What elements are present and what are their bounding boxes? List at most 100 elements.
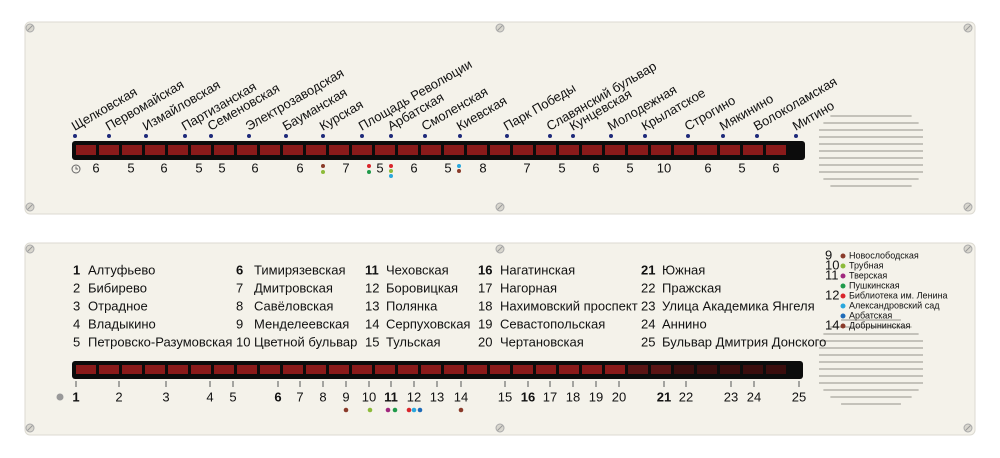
station-name: Нагатинская [500,262,575,277]
led-segment [559,365,579,374]
station-number: 16 [478,262,492,277]
scale-label: 15 [498,389,512,404]
scale-label: 25 [792,389,806,404]
station-name: Нахимовский проспект [500,298,638,313]
station-dot [321,134,325,138]
legend-number: 12 [825,287,839,302]
scale-label: 24 [747,389,761,404]
scale-label: 3 [162,389,169,404]
scale-label: 17 [543,389,557,404]
station-name: Нагорная [500,280,557,295]
travel-time: 6 [92,160,99,175]
led-segment [145,145,165,155]
led-segment [329,365,349,374]
legend-name: Новослободская [849,250,919,260]
legend-name: Пушкинская [849,280,900,290]
transfer-dot [457,164,461,168]
station-name: Полянка [386,298,438,313]
led-segment [651,145,671,155]
station-name: Дмитровская [254,280,333,295]
led-segment [605,145,625,155]
station-dot [247,134,251,138]
led-segment [674,145,694,155]
led-segment [99,145,119,155]
led-segment [490,365,510,374]
transfer-dot [389,174,393,178]
led-segment [375,365,395,374]
scale-label: 20 [612,389,626,404]
station-dot [423,134,427,138]
led-segment [260,365,280,374]
transfer-dot [417,407,423,413]
station-dot [505,134,509,138]
led-segment [490,145,510,155]
led-segment [628,365,648,374]
legend-dot [840,313,846,319]
scale-label: 1 [72,389,79,404]
screw-slot [965,246,971,252]
led-segment [421,145,441,155]
station-number: 17 [478,280,492,295]
led-segment [214,365,234,374]
led-segment [306,145,326,155]
scale-label: 12 [407,389,421,404]
travel-time: 8 [479,160,486,175]
led-segment [536,145,556,155]
screw-slot [497,246,503,252]
led-segment [168,365,188,374]
legend-dot [840,293,846,299]
scale-label: 7 [296,389,303,404]
led-segment [122,365,142,374]
led-segment [122,145,142,155]
transfer-dot [389,164,393,168]
led-segment [467,145,487,155]
station-dot [389,134,393,138]
station-number: 13 [365,298,379,313]
transfer-dot [389,169,393,173]
travel-time: 5 [558,160,565,175]
legend-dot [840,323,846,329]
station-name: Владыкино [88,316,156,331]
station-dot [360,134,364,138]
scale-label: 21 [657,389,671,404]
led-segment [444,145,464,155]
legend-number: 14 [825,317,839,332]
led-segment [513,145,533,155]
transfer-dot [367,170,371,174]
station-name: Цветной бульвар [254,334,357,349]
travel-time: 5 [127,160,134,175]
clock-icon [71,164,81,174]
station-dot [609,134,613,138]
scale-label: 2 [115,389,122,404]
screw-slot [27,425,33,431]
station-number: 8 [236,298,243,313]
station-dot [721,134,725,138]
station-number: 25 [641,334,655,349]
legend-name: Александровский сад [849,300,940,310]
led-segment [191,365,211,374]
scale-label: 8 [319,389,326,404]
transfer-dot [385,407,391,413]
led-segment [76,145,96,155]
led-segment [559,145,579,155]
led-segment [237,145,257,155]
station-name: Чеховская [386,262,449,277]
station-dot [643,134,647,138]
station-name: Петровско-Разумовская [88,334,232,349]
start-dot [56,393,64,401]
led-segment [536,365,556,374]
screw-slot [497,204,503,210]
led-segment [766,365,786,374]
scale-label: 5 [229,389,236,404]
scale-label: 18 [566,389,580,404]
led-segment [674,365,694,374]
station-name: Боровицкая [386,280,458,295]
transfer-dot [411,407,417,413]
station-number: 21 [641,262,655,277]
led-segment [352,145,372,155]
station-number: 10 [236,334,250,349]
station-name: Пражская [662,280,721,295]
station-number: 22 [641,280,655,295]
led-segment [145,365,165,374]
travel-time: 5 [738,160,745,175]
